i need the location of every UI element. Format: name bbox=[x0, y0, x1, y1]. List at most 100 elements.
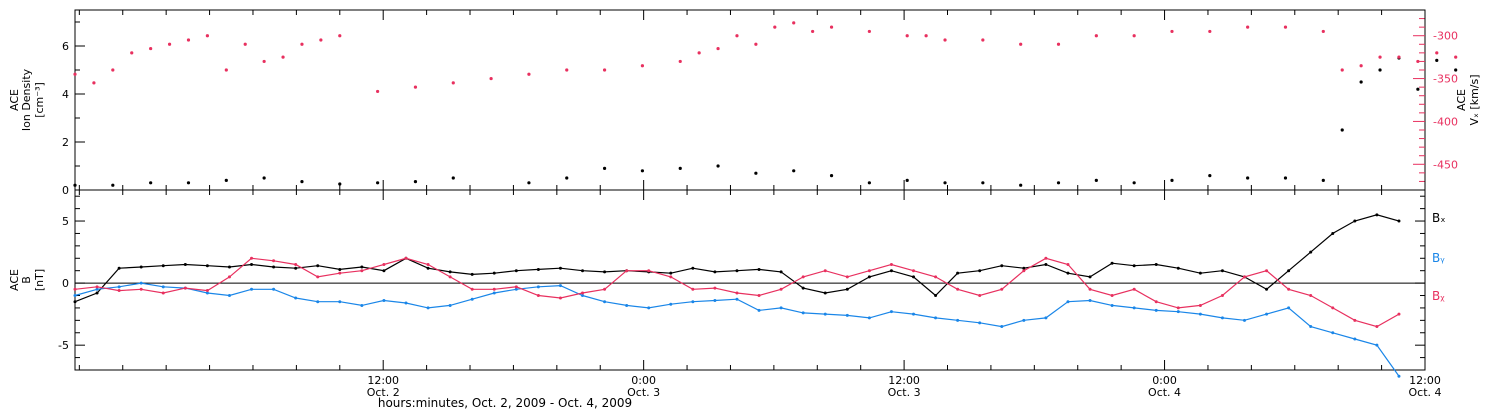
legend-bz: Bᵪ bbox=[1432, 289, 1445, 303]
density-tick-label: 2 bbox=[62, 136, 69, 149]
field-series-point bbox=[1154, 308, 1158, 312]
field-series-point bbox=[603, 270, 607, 274]
velocity-point bbox=[981, 38, 985, 42]
field-series-point bbox=[470, 272, 474, 276]
field-series-point bbox=[823, 312, 827, 316]
velocity-point bbox=[186, 38, 191, 42]
velocity-point bbox=[319, 38, 323, 42]
field-series-point bbox=[625, 269, 629, 273]
field-series-point bbox=[978, 294, 982, 298]
field-series-point bbox=[1000, 287, 1004, 291]
field-ylabel-line-2: B bbox=[20, 276, 33, 284]
density-point bbox=[716, 164, 720, 168]
field-series-point bbox=[360, 269, 364, 273]
field-series-point bbox=[1088, 275, 1092, 279]
field-series-point bbox=[1331, 231, 1335, 235]
field-series-point bbox=[1132, 264, 1136, 268]
density-point bbox=[186, 181, 191, 185]
velocity-point bbox=[905, 34, 909, 38]
field-series-point bbox=[912, 312, 916, 316]
field-series-point bbox=[492, 271, 496, 275]
field-series-point bbox=[250, 262, 254, 266]
field-series-point bbox=[912, 269, 916, 273]
x-tick-date-label: Oct. 4 bbox=[1148, 386, 1181, 399]
velocity-point bbox=[773, 25, 777, 29]
velocity-point bbox=[130, 51, 134, 55]
field-series-point bbox=[205, 291, 209, 295]
density-point bbox=[1132, 181, 1136, 185]
velocity-point bbox=[167, 42, 172, 46]
field-series-point bbox=[779, 270, 783, 274]
density-point bbox=[1454, 68, 1458, 72]
density-ylabel-line-2: Ion Density bbox=[20, 68, 33, 131]
field-series-point bbox=[1176, 306, 1180, 310]
field-series-point bbox=[581, 294, 585, 298]
velocity-point bbox=[1208, 29, 1212, 34]
density-point bbox=[565, 176, 569, 180]
field-series-point bbox=[1331, 331, 1335, 335]
velocity-tick-label: -350 bbox=[1433, 73, 1458, 86]
velocity-axis-ticks: -300 -350 -400 -450 bbox=[1413, 18, 1458, 182]
field-series-point bbox=[889, 262, 893, 266]
field-series-point bbox=[1000, 264, 1004, 268]
field-series-point bbox=[1044, 316, 1048, 320]
field-series-point bbox=[669, 275, 673, 279]
velocity-point bbox=[602, 68, 607, 72]
velocity-point bbox=[1246, 25, 1250, 29]
field-tick-label: 0 bbox=[62, 277, 69, 290]
field-series-point bbox=[73, 300, 77, 304]
field-series-point bbox=[1287, 306, 1291, 310]
field-series-point bbox=[1331, 306, 1335, 310]
field-series-point bbox=[1000, 325, 1004, 329]
field-series-point bbox=[514, 285, 518, 289]
field-series-point bbox=[139, 265, 143, 269]
field-series-point bbox=[757, 294, 761, 298]
velocity-point bbox=[735, 34, 739, 38]
field-series-point bbox=[801, 311, 805, 315]
field-series-point bbox=[161, 291, 165, 295]
density-point bbox=[527, 181, 531, 185]
field-series-point bbox=[757, 267, 761, 271]
field-series-point bbox=[382, 262, 386, 266]
density-point bbox=[376, 181, 380, 185]
velocity-point bbox=[1094, 34, 1098, 38]
field-series-point bbox=[801, 286, 805, 290]
field-series-point bbox=[117, 285, 121, 289]
velocity-point bbox=[451, 81, 455, 85]
density-point bbox=[1378, 68, 1382, 72]
velocity-point bbox=[111, 68, 115, 72]
velocity-point bbox=[1416, 59, 1420, 64]
field-tick-label: -5 bbox=[58, 339, 69, 352]
velocity-point bbox=[565, 68, 569, 72]
x-tick-date-label: Oct. 3 bbox=[888, 386, 921, 399]
field-series-point bbox=[205, 264, 209, 268]
field-series-point bbox=[338, 267, 342, 271]
velocity-point bbox=[262, 59, 266, 64]
velocity-point bbox=[1454, 55, 1458, 59]
velocity-point bbox=[678, 59, 682, 64]
velocity-point bbox=[943, 38, 947, 42]
velocity-point bbox=[489, 76, 493, 81]
field-series-point bbox=[1242, 275, 1246, 279]
field-series-point bbox=[669, 302, 673, 306]
field-series-point bbox=[1132, 287, 1136, 291]
field-series-point bbox=[73, 294, 77, 298]
field-series-point bbox=[1353, 337, 1357, 341]
field-series-point bbox=[823, 269, 827, 273]
field-series-point bbox=[404, 301, 408, 305]
field-series-point bbox=[1176, 310, 1180, 314]
velocity-point bbox=[73, 72, 77, 76]
field-series-point bbox=[1088, 298, 1092, 302]
field-series-point bbox=[1309, 294, 1313, 298]
velocity-point bbox=[205, 34, 209, 38]
velocity-point bbox=[1321, 29, 1325, 34]
density-tick-label: 4 bbox=[62, 88, 69, 101]
field-series-point bbox=[426, 266, 430, 270]
field-series-point bbox=[978, 321, 982, 325]
field-ylabel-line-3: [nT] bbox=[33, 269, 46, 291]
x-tick-date-label: Oct. 4 bbox=[1408, 386, 1441, 399]
velocity-point bbox=[640, 64, 645, 68]
velocity-point bbox=[149, 46, 153, 51]
field-series-point bbox=[713, 270, 717, 274]
